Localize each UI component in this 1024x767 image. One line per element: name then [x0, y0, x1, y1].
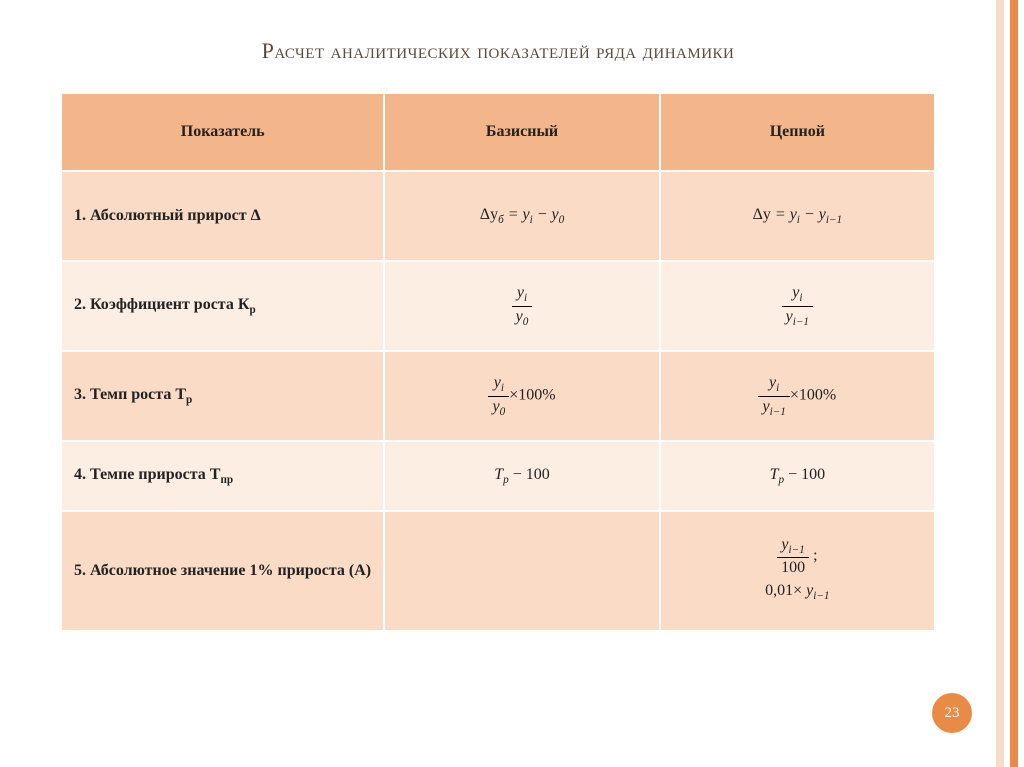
formula-table: Показатель Базисный Цепной 1. Абсолютный… — [60, 92, 936, 632]
page-number-badge: 23 — [932, 693, 972, 733]
row1-basis-formula: Δyб = yi − y0 — [384, 171, 659, 261]
slide-title: Расчет аналитических показателей ряда ди… — [60, 38, 936, 64]
decorative-right-stripes — [996, 0, 1024, 767]
row4-chain-formula: Tр − 100 — [660, 441, 935, 511]
col-indicator: Показатель — [61, 93, 384, 171]
row4-label: 4. Темпе прироста Тпр — [61, 441, 384, 511]
page-number: 23 — [945, 705, 960, 722]
row1-label: 1. Абсолютный прирост Δ — [61, 171, 384, 261]
table-row: 4. Темпе прироста Тпр Tр − 100 Tр − 100 — [61, 441, 935, 511]
table-row: 2. Коэффициент роста Кр yi y0 yi yi−1 — [61, 261, 935, 351]
table-row: 1. Абсолютный прирост Δ Δyб = yi − y0 Δy… — [61, 171, 935, 261]
stripe-gap — [1018, 0, 1024, 767]
slide-content: Расчет аналитических показателей ряда ди… — [0, 0, 996, 767]
row4-basis-formula: Tр − 100 — [384, 441, 659, 511]
stripe-accent — [1010, 0, 1018, 767]
row5-chain-formula: yi−1 100 ; 0,01× yi−1 — [660, 511, 935, 631]
row3-label: 3. Темп роста Тр — [61, 351, 384, 441]
row5-label: 5. Абсолютное значение 1% прироста (А) — [61, 511, 384, 631]
row3-chain-formula: yi yi−1 ×100% — [660, 351, 935, 441]
col-chain: Цепной — [660, 93, 935, 171]
row2-label: 2. Коэффициент роста Кр — [61, 261, 384, 351]
table-row: 3. Темп роста Тр yi y0 ×100% yi yi−1 ×10… — [61, 351, 935, 441]
col-basis: Базисный — [384, 93, 659, 171]
table-header-row: Показатель Базисный Цепной — [61, 93, 935, 171]
table-row: 5. Абсолютное значение 1% прироста (А) y… — [61, 511, 935, 631]
stripe-light — [996, 0, 1004, 767]
row2-basis-formula: yi y0 — [384, 261, 659, 351]
row1-chain-formula: Δy = yi − yi−1 — [660, 171, 935, 261]
row3-basis-formula: yi y0 ×100% — [384, 351, 659, 441]
row2-chain-formula: yi yi−1 — [660, 261, 935, 351]
row5-basis-formula — [384, 511, 659, 631]
